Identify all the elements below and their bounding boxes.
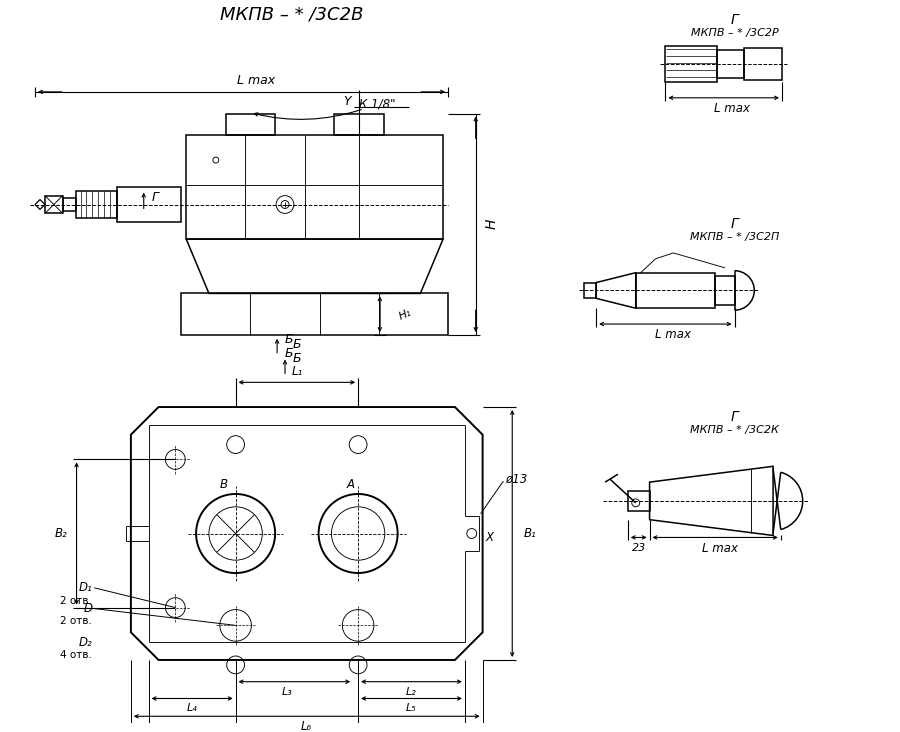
Text: 2 отв.: 2 отв. bbox=[60, 596, 93, 605]
Text: L₆: L₆ bbox=[302, 720, 312, 732]
Text: Г: Г bbox=[731, 410, 738, 424]
Text: Г: Г bbox=[731, 217, 738, 231]
Text: L max: L max bbox=[655, 329, 691, 341]
Text: МКПВ – * /3С2К: МКПВ – * /3С2К bbox=[690, 425, 779, 435]
Text: B: B bbox=[220, 477, 228, 490]
Text: Г: Г bbox=[152, 191, 159, 204]
Text: B₁: B₁ bbox=[524, 527, 536, 540]
Text: Y: Y bbox=[344, 95, 351, 108]
Text: 4 отв.: 4 отв. bbox=[60, 650, 93, 660]
Text: Г: Г bbox=[731, 12, 738, 27]
Text: МКПВ – * /3С2Р: МКПВ – * /3С2Р bbox=[690, 28, 778, 37]
Text: H₁: H₁ bbox=[398, 307, 413, 321]
Text: D: D bbox=[84, 602, 93, 615]
Text: 23: 23 bbox=[632, 543, 646, 553]
Text: L max: L max bbox=[238, 73, 275, 86]
Text: A: A bbox=[346, 477, 355, 490]
Text: Б: Б bbox=[292, 352, 302, 365]
Text: D₂: D₂ bbox=[78, 635, 93, 649]
Text: L₂: L₂ bbox=[406, 687, 417, 697]
Text: L₁: L₁ bbox=[292, 365, 302, 378]
Text: 2 отв.: 2 отв. bbox=[60, 616, 93, 627]
Text: Б: Б bbox=[284, 347, 293, 360]
Text: МКПВ – * /3С2В: МКПВ – * /3С2В bbox=[220, 6, 364, 24]
Text: МКПВ – * /3С2П: МКПВ – * /3С2П bbox=[689, 232, 779, 242]
Text: L₄: L₄ bbox=[187, 703, 197, 714]
Text: Б: Б bbox=[284, 333, 293, 346]
Text: B₂: B₂ bbox=[54, 527, 68, 540]
Text: X: X bbox=[485, 531, 493, 544]
Text: D₁: D₁ bbox=[78, 581, 93, 594]
Text: ø13: ø13 bbox=[505, 473, 527, 485]
Text: L₅: L₅ bbox=[406, 703, 417, 714]
Text: L₃: L₃ bbox=[282, 687, 292, 697]
Text: К 1/8": К 1/8" bbox=[359, 97, 396, 111]
Text: Б: Б bbox=[292, 338, 302, 351]
Text: H: H bbox=[484, 219, 499, 229]
Text: L max: L max bbox=[702, 542, 738, 555]
Text: L max: L max bbox=[714, 102, 750, 115]
